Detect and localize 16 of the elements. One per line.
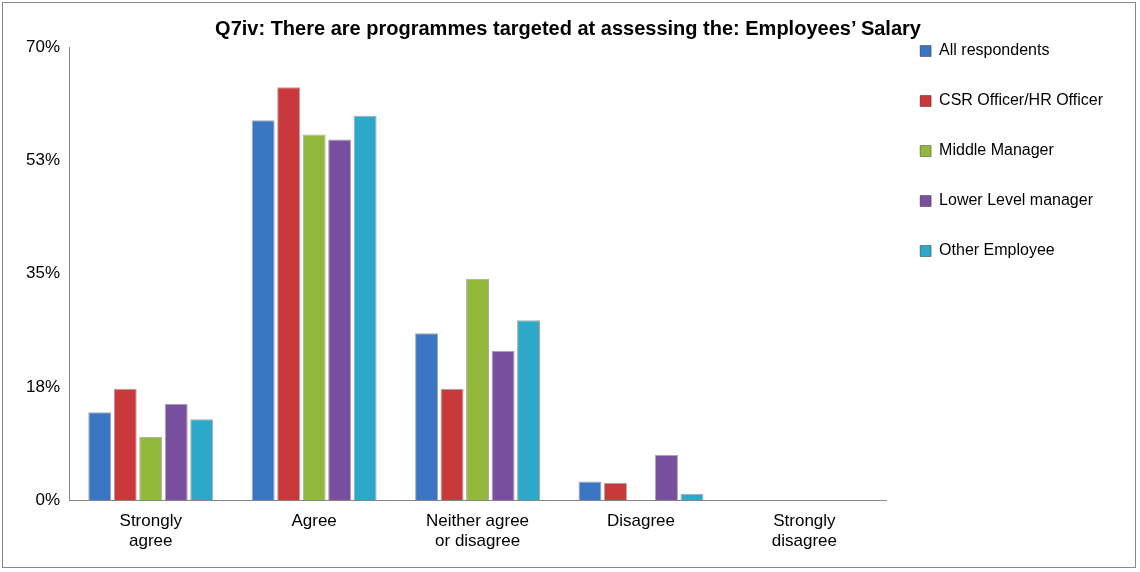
legend-label: Other Employee [939, 241, 1055, 259]
legend-label: CSR Officer/HR Officer [939, 91, 1104, 109]
y-tick-label: 0% [35, 489, 61, 509]
legend-label: All respondents [939, 41, 1050, 59]
legend-label: Lower Level manager [939, 191, 1094, 209]
y-tick-label: 70% [25, 36, 61, 56]
chart-title: Q7iv: There are programmes targeted at assessing the: Employees’ Salary [215, 16, 922, 39]
y-tick-label: 53% [25, 149, 61, 169]
y-tick-label: 35% [25, 263, 61, 283]
x-tick-label: Neither agree or disagree [426, 511, 530, 551]
y-tick-label: 18% [25, 376, 61, 396]
x-tick-label: Strongly agree [119, 511, 183, 551]
x-tick-label: Strongly disagree [771, 511, 838, 551]
legend-label: Middle Manager [939, 141, 1055, 159]
x-tick-label: Agree [291, 511, 337, 531]
x-tick-label: Disagree [606, 511, 676, 531]
